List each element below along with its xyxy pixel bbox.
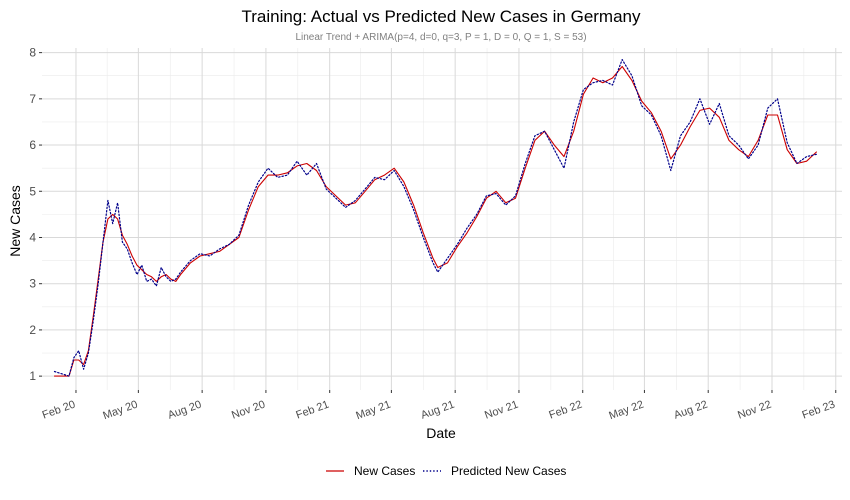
series-new-cases-line (53, 65, 817, 377)
x-tick-label: Nov 20 (230, 399, 267, 422)
legend-label: New Cases (354, 464, 415, 478)
y-tick-label: 8 (29, 46, 36, 60)
y-tick-label: 7 (29, 92, 36, 106)
y-tick-label: 1 (29, 369, 36, 383)
x-tick-label: Aug 22 (672, 399, 709, 422)
x-tick-label: Aug 20 (166, 399, 203, 422)
x-tick-label: May 20 (101, 399, 139, 423)
x-tick-label: May 22 (607, 399, 645, 423)
legend: New Cases Predicted New Cases (326, 464, 566, 478)
x-tick-label: Feb 22 (547, 399, 583, 422)
major-gridlines (42, 48, 842, 390)
y-axis: 1 2 3 4 5 6 7 8 (29, 46, 42, 383)
x-tick-label: Feb 20 (41, 399, 77, 422)
series-predicted-new-cases-line (53, 59, 817, 377)
x-axis-title: Date (426, 425, 456, 441)
series-layer (53, 59, 817, 377)
legend-label: Predicted New Cases (451, 464, 566, 478)
plot-panel (42, 48, 842, 390)
x-tick-label: Aug 21 (419, 399, 456, 422)
y-tick-label: 5 (29, 184, 36, 198)
y-tick-label: 4 (29, 230, 36, 244)
x-tick-label: Nov 22 (736, 399, 773, 422)
y-tick-label: 6 (29, 138, 36, 152)
chart-title: Training: Actual vs Predicted New Cases … (241, 7, 641, 26)
x-tick-label: Nov 21 (483, 399, 520, 422)
y-tick-label: 2 (29, 323, 36, 337)
x-axis: Feb 20 May 20 Aug 20 Nov 20 Feb 21 May 21 Aug … (41, 390, 837, 422)
x-tick-label: Feb 21 (294, 399, 330, 422)
chart-subtitle: Linear Trend + ARIMA(p=4, d=0, q=3, P = … (295, 32, 586, 43)
y-axis-title: New Cases (7, 185, 23, 257)
minor-gridlines (42, 48, 842, 390)
y-tick-label: 3 (29, 277, 36, 291)
x-tick-label: May 21 (354, 399, 392, 423)
x-tick-label: Feb 23 (800, 399, 836, 422)
